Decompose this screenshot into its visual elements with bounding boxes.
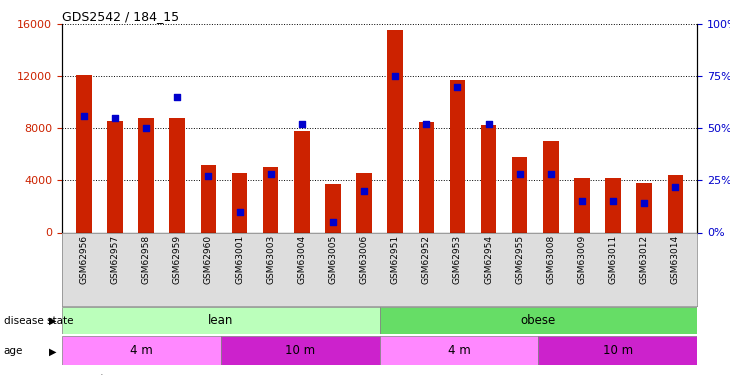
Text: 10 m: 10 m xyxy=(603,344,633,357)
Bar xyxy=(543,141,558,232)
Text: disease state: disease state xyxy=(4,316,73,326)
Bar xyxy=(263,168,278,232)
Text: obese: obese xyxy=(520,314,556,327)
Bar xyxy=(76,75,92,232)
Point xyxy=(234,209,245,214)
Text: GSM62957: GSM62957 xyxy=(110,235,120,284)
Text: ▶: ▶ xyxy=(49,346,56,356)
Text: GSM62955: GSM62955 xyxy=(515,235,524,284)
Text: GSM62956: GSM62956 xyxy=(80,235,88,284)
Text: GSM62953: GSM62953 xyxy=(453,235,462,284)
Text: ▶: ▶ xyxy=(49,316,56,326)
Text: 4 m: 4 m xyxy=(447,344,470,357)
Text: GSM62951: GSM62951 xyxy=(391,235,399,284)
Bar xyxy=(667,175,683,232)
Bar xyxy=(231,172,247,232)
Text: 4 m: 4 m xyxy=(130,344,153,357)
Point xyxy=(514,171,526,177)
Text: GSM63011: GSM63011 xyxy=(609,235,618,284)
Text: GSM62959: GSM62959 xyxy=(173,235,182,284)
Point xyxy=(358,188,370,194)
Point xyxy=(172,94,183,100)
Text: GSM63008: GSM63008 xyxy=(546,235,556,284)
Bar xyxy=(294,131,310,232)
Bar xyxy=(539,336,697,364)
Bar xyxy=(481,124,496,232)
Bar xyxy=(637,183,652,232)
Point xyxy=(483,121,494,127)
Bar xyxy=(418,122,434,232)
Bar xyxy=(512,157,528,232)
Text: age: age xyxy=(4,346,23,356)
Text: lean: lean xyxy=(208,314,234,327)
Bar xyxy=(62,336,221,364)
Point xyxy=(265,171,277,177)
Text: GSM63005: GSM63005 xyxy=(328,235,337,284)
Bar xyxy=(450,80,465,232)
Bar xyxy=(325,184,341,232)
Point xyxy=(296,121,307,127)
Text: GSM62958: GSM62958 xyxy=(142,235,150,284)
Bar xyxy=(169,118,185,232)
Text: GSM62954: GSM62954 xyxy=(484,235,493,284)
Bar xyxy=(380,307,697,334)
Point xyxy=(607,198,619,204)
Point xyxy=(389,74,401,80)
Text: GSM63001: GSM63001 xyxy=(235,235,244,284)
Bar xyxy=(62,307,380,334)
Bar xyxy=(201,165,216,232)
Bar xyxy=(107,121,123,232)
Text: GSM63004: GSM63004 xyxy=(297,235,307,284)
Bar xyxy=(221,336,380,364)
Point xyxy=(78,113,90,119)
Text: GSM63006: GSM63006 xyxy=(360,235,369,284)
Text: GSM63003: GSM63003 xyxy=(266,235,275,284)
Text: GSM62960: GSM62960 xyxy=(204,235,213,284)
Text: GSM62952: GSM62952 xyxy=(422,235,431,284)
Point xyxy=(327,219,339,225)
Text: GSM63012: GSM63012 xyxy=(639,235,649,284)
Bar xyxy=(356,172,372,232)
Point xyxy=(669,184,681,190)
Text: GSM63014: GSM63014 xyxy=(671,235,680,284)
Text: 10 m: 10 m xyxy=(285,344,315,357)
Point xyxy=(110,115,121,121)
Text: GSM63009: GSM63009 xyxy=(577,235,586,284)
Bar xyxy=(138,118,154,232)
Point xyxy=(639,200,650,206)
Point xyxy=(202,173,214,179)
Text: GDS2542 / 184_15: GDS2542 / 184_15 xyxy=(62,10,179,23)
Point xyxy=(576,198,588,204)
Point xyxy=(140,125,152,132)
Point xyxy=(452,84,464,90)
Point xyxy=(545,171,557,177)
Bar xyxy=(605,178,621,232)
Bar xyxy=(388,30,403,232)
Point xyxy=(420,121,432,127)
Bar xyxy=(380,336,539,364)
Bar xyxy=(575,178,590,232)
